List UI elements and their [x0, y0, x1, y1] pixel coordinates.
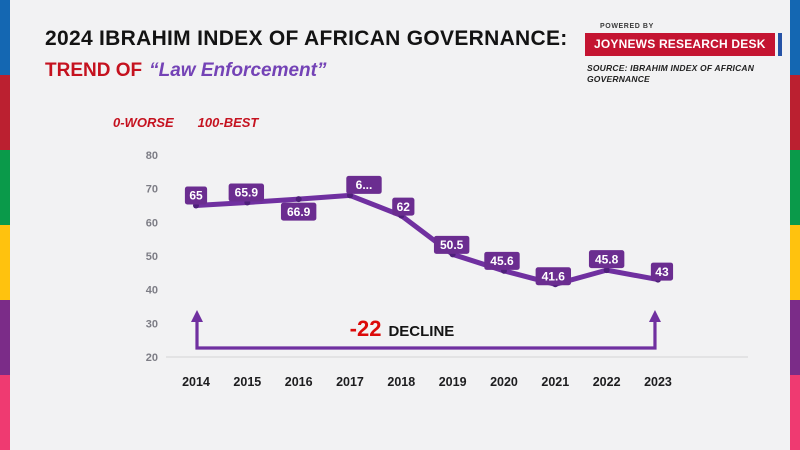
- edge-stripe-segment: [790, 375, 800, 450]
- data-label-box: [650, 262, 674, 281]
- scale-best-label: 100-BEST: [197, 115, 259, 130]
- x-axis-label: 2021: [541, 375, 569, 389]
- left-edge-stripe: [0, 0, 10, 450]
- subtitle-trend-label: TREND OF: [45, 60, 143, 81]
- x-axis-label: 2014: [182, 375, 210, 389]
- edge-stripe-segment: [0, 375, 10, 450]
- trend-line: [193, 192, 661, 287]
- y-axis-tick: 40: [146, 285, 158, 297]
- data-point-marker: [295, 196, 302, 203]
- y-axis-tick: 80: [146, 150, 158, 162]
- data-label-box: [433, 235, 470, 254]
- powered-by-label: POWERED BY: [600, 23, 654, 30]
- data-label: 66.9: [287, 205, 311, 219]
- y-axis-tick: 20: [146, 352, 158, 364]
- data-label: 45.6: [490, 254, 514, 268]
- edge-stripe-segment: [0, 300, 10, 375]
- decline-arrow-right: [648, 310, 661, 322]
- decline-bracket: [195, 319, 657, 350]
- data-label: 6...: [356, 178, 373, 192]
- decline-annotation: -22 DECLINE: [350, 316, 455, 341]
- data-label: 45.8: [595, 252, 619, 266]
- data-label-box: [484, 251, 520, 270]
- scale-legend: 0-WORSE 100-BEST: [113, 115, 258, 130]
- decline-arrow-left: [191, 310, 203, 322]
- x-axis-label: 2016: [285, 375, 313, 389]
- data-label: 50.5: [440, 238, 464, 252]
- data-point-marker: [603, 267, 610, 274]
- subtitle-topic: “Law Enforcement”: [149, 60, 327, 81]
- x-axis-label: 2022: [593, 375, 621, 389]
- scale-worse-label: 0-WORSE: [113, 115, 174, 130]
- edge-stripe-segment: [0, 75, 10, 150]
- badge-accent-bar: [777, 33, 782, 56]
- x-axis-label: 2019: [439, 375, 467, 389]
- edge-stripe-segment: [0, 0, 10, 75]
- source-attribution: SOURCE: IBRAHIM INDEX OF AFRICAN GOVERNA…: [587, 63, 755, 85]
- data-label: 62: [397, 200, 411, 214]
- y-axis-tick: 50: [146, 251, 158, 263]
- data-label-box: [280, 202, 317, 221]
- data-label: 65: [189, 189, 203, 203]
- y-axis-tick: 30: [146, 318, 158, 330]
- data-label-box: [346, 175, 382, 194]
- data-label: 41.6: [542, 269, 566, 283]
- edge-stripe-segment: [790, 0, 800, 75]
- x-axis-label: 2017: [336, 375, 364, 389]
- data-label-box: [392, 197, 415, 216]
- y-axis-tick: 60: [146, 217, 158, 229]
- data-label-box: [535, 267, 572, 286]
- edge-stripe-segment: [0, 225, 10, 300]
- y-axis-tick: 70: [146, 184, 158, 196]
- edge-stripe-segment: [790, 225, 800, 300]
- x-axis-label: 2018: [387, 375, 415, 389]
- x-axis-label: 2015: [233, 375, 261, 389]
- data-label: 65.9: [235, 186, 259, 200]
- page-title: 2024 IBRAHIM INDEX OF AFRICAN GOVERNANCE…: [45, 27, 568, 50]
- edge-stripe-segment: [790, 75, 800, 150]
- data-label-box: [228, 183, 265, 202]
- research-desk-badge: JOYNEWS RESEARCH DESK: [585, 33, 782, 56]
- x-axis-label: 2023: [644, 375, 672, 389]
- data-label-box: [588, 250, 625, 269]
- edge-stripe-segment: [790, 150, 800, 225]
- page-subtitle: TREND OF “Law Enforcement”: [45, 60, 326, 82]
- edge-stripe-segment: [790, 300, 800, 375]
- data-label-box: [184, 186, 208, 205]
- x-axis-label: 2020: [490, 375, 518, 389]
- data-label: 43: [655, 265, 669, 279]
- edge-stripe-segment: [0, 150, 10, 225]
- badge-text: JOYNEWS RESEARCH DESK: [585, 33, 775, 56]
- right-edge-stripe: [790, 0, 800, 450]
